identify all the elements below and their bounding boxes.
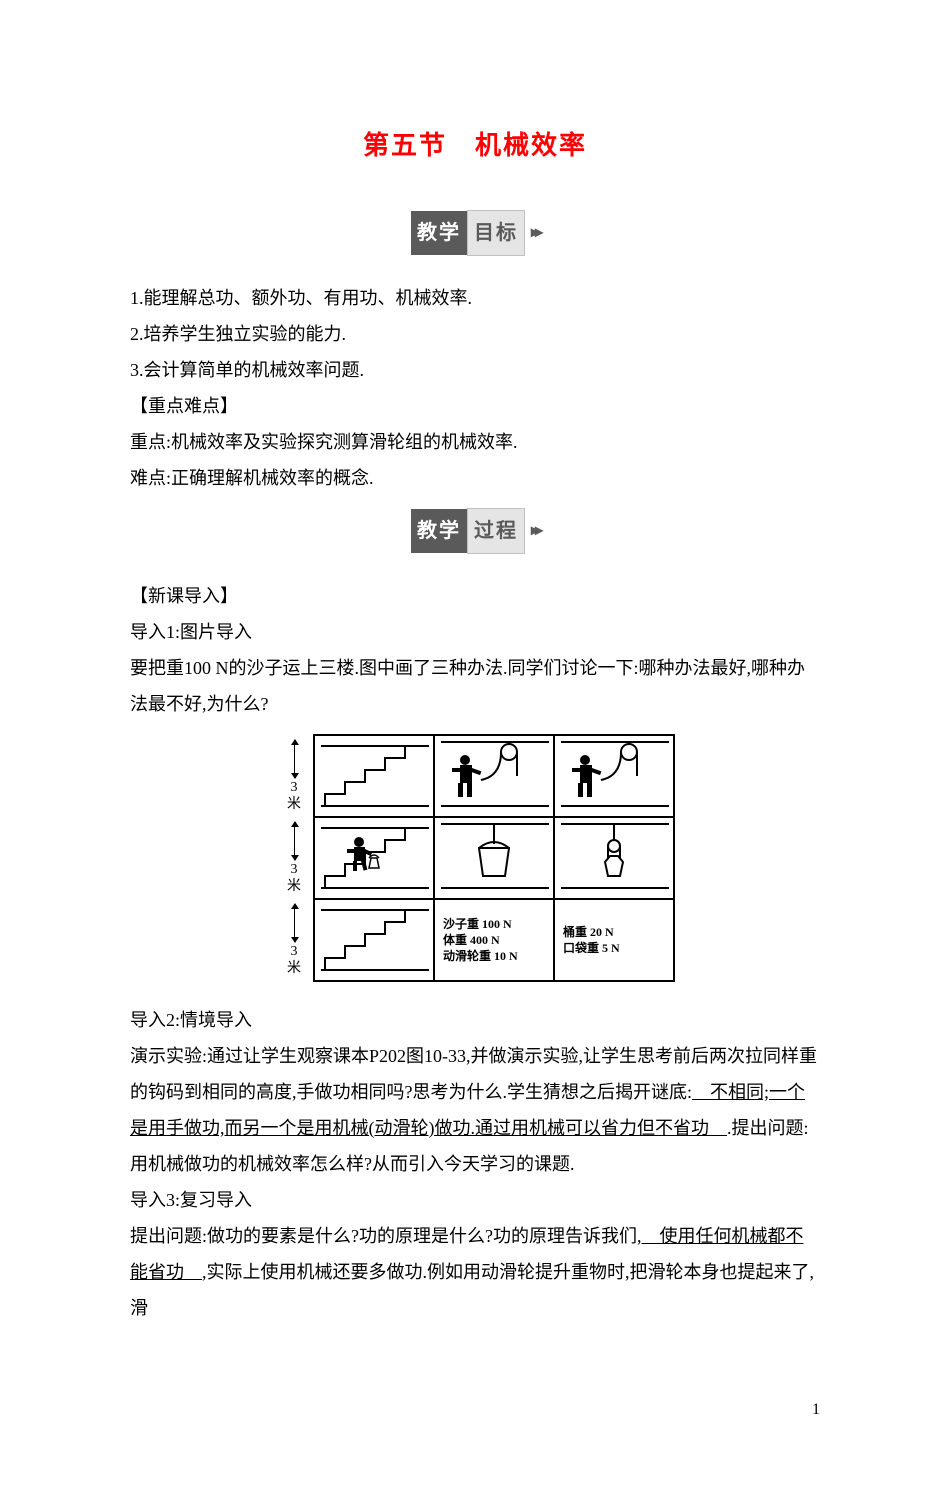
objective-3: 3.会计算简单的机械效率问题. [130, 352, 820, 388]
subheading-process: 教学 过程 ▸▸ [130, 508, 820, 554]
page: 第五节 机械效率 教学 目标 ▸▸ 1.能理解总功、额外功、有用功、机械效率. … [0, 0, 950, 1486]
lead1-body: 要把重100 N的沙子运上三楼.图中画了三种办法.同学们讨论一下:哪种办法最好,… [130, 650, 820, 722]
cell-r2c1 [314, 817, 434, 899]
row-label-num: 3 [291, 862, 298, 879]
lead3-b: ,实际上使用机械还要多做功.例如用动滑轮提升重物时,把滑轮本身也提起来了,滑 [130, 1262, 814, 1318]
cell-r3c2: 沙子重 100 N 体重 400 N 动滑轮重 10 N [434, 899, 554, 981]
pulley-bucket-icon [435, 736, 553, 816]
arrow-icon: ▸▸ [531, 217, 539, 249]
cell-r2c2 [434, 817, 554, 899]
difficult-point: 难点:正确理解机械效率的概念. [130, 460, 820, 496]
stairs-icon [315, 736, 433, 816]
intro-head: 【新课导入】 [130, 578, 820, 614]
subheading-objectives: 教学 目标 ▸▸ [130, 210, 820, 256]
lead3-a: 提出问题:做功的要素是什么?功的原理是什么?功的原理告诉我们, [130, 1226, 641, 1246]
cell-r2c3 [554, 817, 674, 899]
cell-r1c2 [434, 735, 554, 817]
lead2-head: 导入2:情境导入 [130, 1002, 820, 1038]
row-label-unit: 米 [287, 961, 301, 978]
page-number: 1 [812, 1394, 820, 1426]
row-label-3: 3 米 [275, 899, 314, 981]
sh-dark: 教学 [411, 509, 467, 553]
lead1-head: 导入1:图片导入 [130, 614, 820, 650]
cell-r1c3 [554, 735, 674, 817]
objective-2: 2.培养学生独立实验的能力. [130, 316, 820, 352]
cell-r3c1 [314, 899, 434, 981]
row-label-unit: 米 [287, 797, 301, 814]
row-label-num: 3 [291, 944, 298, 961]
page-footer: 1 [130, 1386, 820, 1426]
stairs-person-icon [315, 818, 433, 898]
arrow-icon: ▸▸ [531, 515, 539, 547]
lead3-head: 导入3:复习导入 [130, 1182, 820, 1218]
key-point: 重点:机械效率及实验探究测算滑轮组的机械效率. [130, 424, 820, 460]
data-text-right: 桶重 20 N 口袋重 5 N [555, 918, 673, 962]
stairs-icon [315, 900, 433, 980]
row-label-1: 3 米 [275, 735, 314, 817]
key-diff-head: 【重点难点】 [130, 388, 820, 424]
bag-icon [555, 818, 673, 898]
lead2-body: 演示实验:通过让学生观察课本P202图10-33,并做演示实验,让学生思考前后两… [130, 1038, 820, 1182]
cell-r3c3: 桶重 20 N 口袋重 5 N [554, 899, 674, 981]
row-label-num: 3 [291, 780, 298, 797]
row-label-2: 3 米 [275, 817, 314, 899]
pulley-bag-icon [555, 736, 673, 816]
data-text-left: 沙子重 100 N 体重 400 N 动滑轮重 10 N [435, 910, 553, 971]
page-title: 第五节 机械效率 [130, 120, 820, 172]
objective-1: 1.能理解总功、额外功、有用功、机械效率. [130, 280, 820, 316]
row-label-unit: 米 [287, 879, 301, 896]
bucket-icon [435, 818, 553, 898]
lead3-body: 提出问题:做功的要素是什么?功的原理是什么?功的原理告诉我们, 使用任何机械都不… [130, 1218, 820, 1326]
sh-dark: 教学 [411, 211, 467, 255]
cell-r1c1 [314, 735, 434, 817]
three-methods-figure: 3 米 [130, 734, 820, 982]
sh-light: 过程 [467, 508, 525, 554]
sh-light: 目标 [467, 210, 525, 256]
